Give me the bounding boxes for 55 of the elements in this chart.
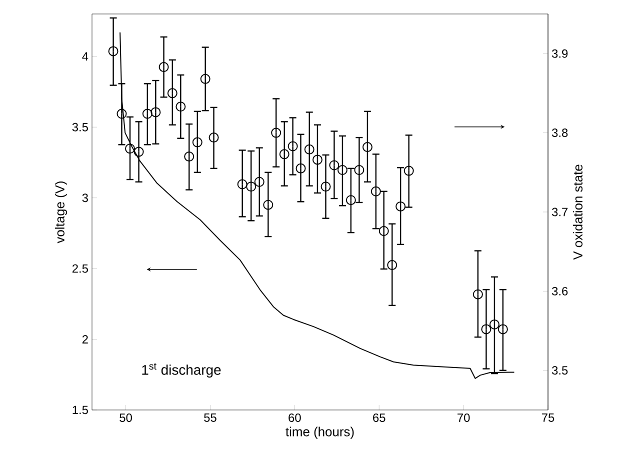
point — [320, 182, 331, 192]
point — [142, 108, 152, 119]
point — [489, 319, 500, 330]
point — [387, 260, 398, 270]
point — [184, 152, 194, 162]
y2-tick-label: 3.6 — [552, 286, 568, 296]
x-tick-label: 75 — [542, 414, 554, 422]
point — [378, 226, 389, 236]
point — [116, 108, 127, 119]
point — [271, 128, 282, 138]
y-tick-label: 3.5 — [72, 122, 88, 132]
point — [354, 165, 364, 176]
y-tick-label: 2.5 — [72, 264, 88, 273]
point — [208, 132, 219, 143]
x-tick-label: 50 — [120, 414, 132, 422]
point — [246, 182, 256, 192]
point — [404, 166, 414, 176]
y2-tick-label: 3.8 — [552, 128, 568, 138]
point — [288, 141, 298, 152]
point — [125, 144, 136, 154]
point — [304, 144, 314, 154]
x-axis-title: time (hours) — [286, 426, 354, 439]
point — [192, 137, 202, 148]
point — [158, 62, 169, 72]
point — [263, 200, 274, 210]
y-tick-label: 3 — [82, 194, 88, 202]
point — [200, 74, 210, 84]
point — [296, 163, 306, 174]
y-tick-label: 4 — [82, 52, 88, 61]
x-tick-label: 70 — [458, 414, 470, 422]
point — [254, 176, 264, 187]
point — [312, 154, 322, 165]
point — [176, 102, 186, 112]
y-axis-title: voltage (V) — [54, 181, 68, 244]
y2-tick-label: 3.5 — [552, 366, 568, 375]
x-tick-label: 55 — [204, 414, 216, 422]
point — [362, 142, 372, 152]
y-tick-label: 2 — [82, 335, 88, 344]
y2-tick-label: 3.7 — [552, 208, 568, 216]
point — [134, 146, 144, 157]
y-tick-label: 1.5 — [72, 406, 88, 414]
y2-axis-title: V oxidation state — [572, 164, 582, 260]
point — [498, 324, 508, 334]
point — [279, 149, 290, 160]
point — [237, 179, 248, 190]
point — [329, 160, 340, 170]
point — [108, 46, 118, 56]
point — [472, 289, 483, 300]
point — [481, 324, 492, 334]
x-tick-label: 60 — [288, 414, 301, 422]
annotation: 1$^{st}$ discharge — [142, 363, 221, 378]
x-tick-label: 65 — [373, 414, 386, 422]
point — [167, 88, 178, 98]
point — [150, 107, 161, 118]
y2-tick-label: 3.9 — [552, 49, 568, 58]
